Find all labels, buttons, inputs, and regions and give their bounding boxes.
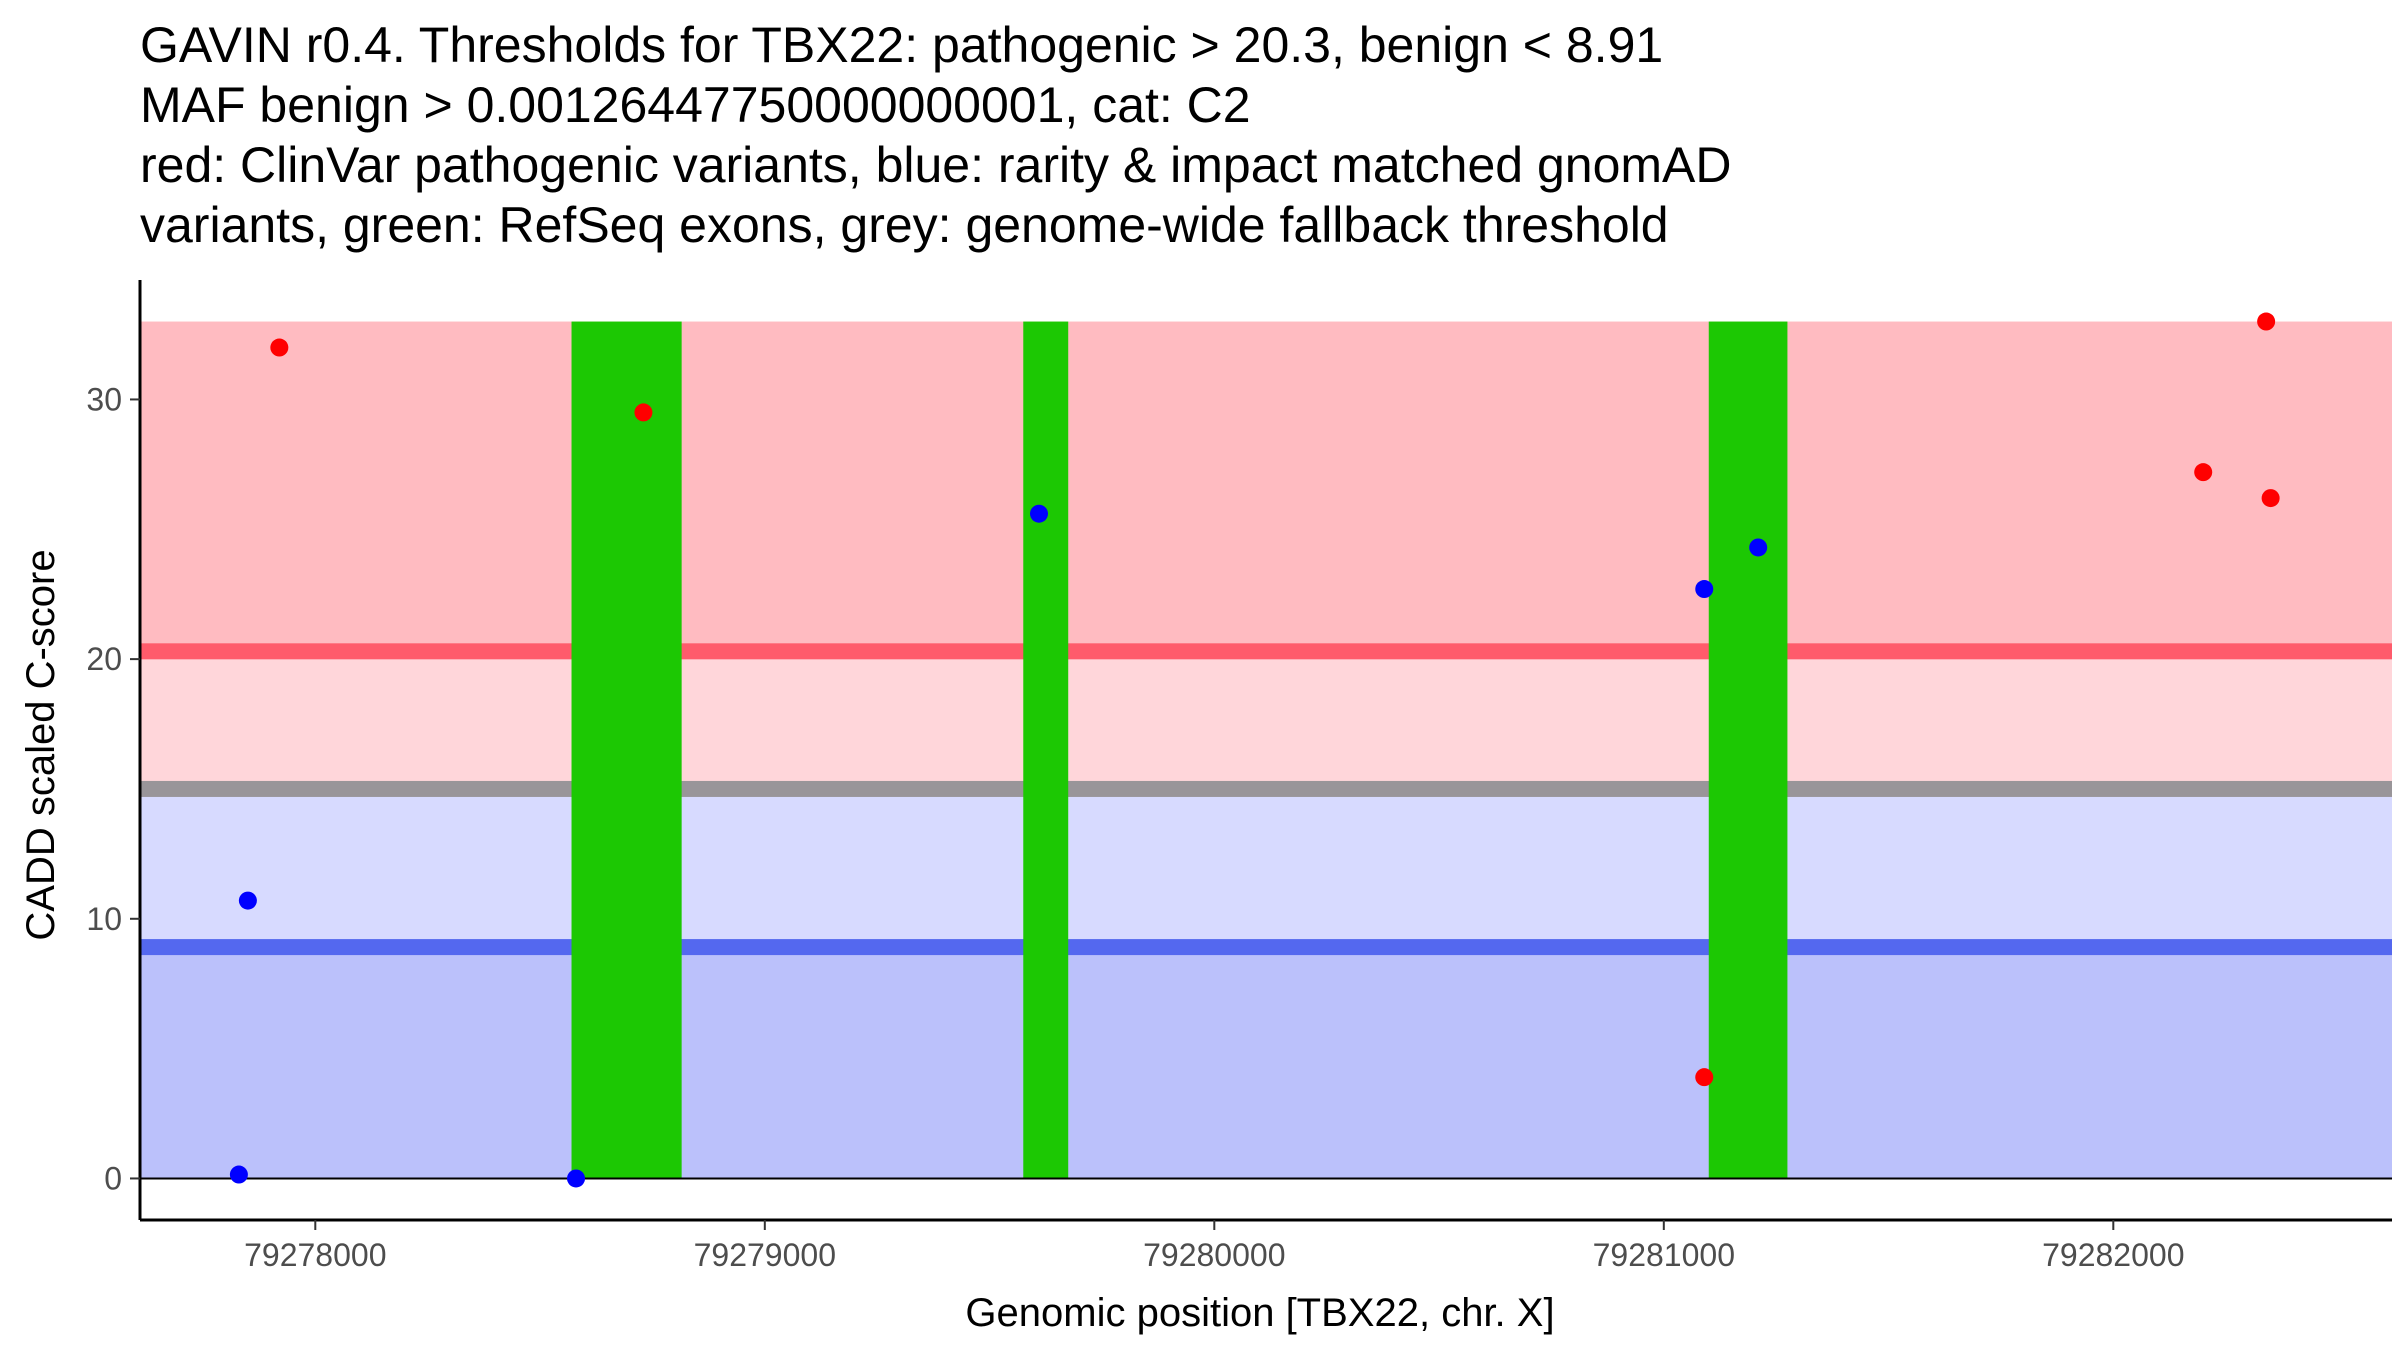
benign-threshold-line [140,939,2392,956]
gnomad-point-1 [229,1165,248,1184]
x-tick-label-2: 79279000 [694,1237,836,1273]
benign-zone [140,947,2392,1179]
exon-bar-2 [1023,321,1069,1179]
gnomad-point-5 [1695,580,1714,599]
chart-title-line-3: red: ClinVar pathogenic variants, blue: … [140,137,1731,193]
chart-title-line-1: GAVIN r0.4. Thresholds for TBX22: pathog… [140,17,1663,73]
x-axis-title: Genomic position [TBX22, chr. X] [965,1291,1554,1335]
x-tick-label-1: 79278000 [244,1237,386,1273]
chart-title: GAVIN r0.4. Thresholds for TBX22: pathog… [140,17,1731,253]
x-tick-label-5: 79282000 [2042,1237,2184,1273]
y-tick-label-1: 0 [104,1160,122,1196]
fallback-threshold-line [140,780,2392,797]
pathogenic-fallback-zone [140,651,2392,789]
clinvar-point-2 [634,403,653,422]
x-tick-label-4: 79281000 [1593,1237,1735,1273]
x-tick-label-3: 79280000 [1143,1237,1285,1273]
benign-fallback-zone [140,788,2392,948]
pathogenic-zone [140,321,2392,652]
clinvar-point-3 [1695,1068,1714,1087]
gnomad-point-2 [238,891,257,910]
clinvar-point-1 [270,338,289,357]
pathogenic-threshold-line [140,643,2392,660]
y-axis-title: CADD scaled C-score [19,549,63,940]
exon-bar-3 [1708,321,1788,1179]
clinvar-point-4 [2194,463,2213,482]
plot-area: 79278000 79279000 79280000 79281000 79282000… [86,280,2392,1273]
y-tick-label-4: 30 [86,381,122,417]
y-tick-label-3: 20 [86,641,122,677]
gnomad-point-6 [1749,538,1768,557]
gnomad-point-3 [567,1169,586,1188]
clinvar-point-6 [2261,489,2280,508]
clinvar-point-5 [2257,312,2276,331]
y-tick-label-2: 10 [86,901,122,937]
gnomad-point-4 [1030,504,1049,523]
exon-bar-1 [571,321,682,1179]
chart-title-line-2: MAF benign > 0.00126447750000000001, cat… [140,77,1251,133]
chart-title-line-4: variants, green: RefSeq exons, grey: gen… [140,197,1669,253]
